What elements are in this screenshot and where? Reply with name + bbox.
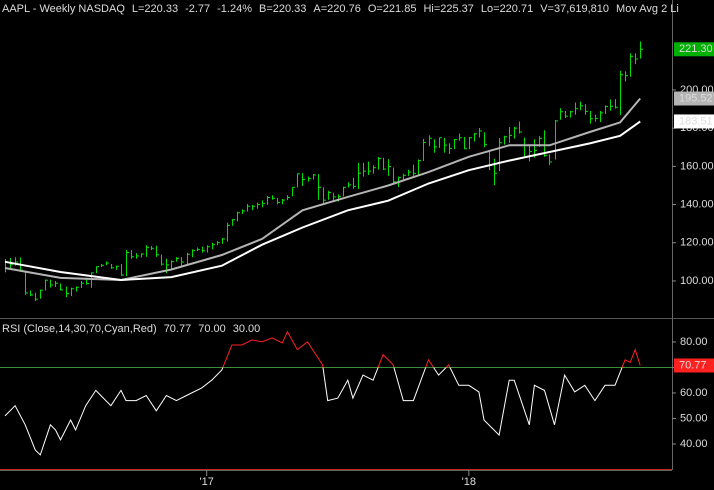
y-tick-label: 80.00 <box>680 336 708 348</box>
rsi-tag <box>674 358 714 373</box>
header-item: 30.00 <box>233 323 261 335</box>
header-item: Mov Avg 2 Li <box>616 3 679 15</box>
rsi-tag-label: 70.77 <box>679 359 707 371</box>
y-tick-label: 40.00 <box>680 438 708 450</box>
header-item: O=221.85 <box>368 3 417 15</box>
header-item: V=37,619,810 <box>540 3 609 15</box>
y-tick-label: 140.00 <box>680 198 714 210</box>
y-tick-label: 120.00 <box>680 237 714 249</box>
header-item: 70.00 <box>198 323 226 335</box>
moving-average <box>4 120 641 282</box>
price-tag-label: 183.51 <box>679 115 713 127</box>
y-tick-label: 160.00 <box>680 160 714 172</box>
price-tag <box>674 91 714 106</box>
header-item: Hi=225.37 <box>423 3 473 15</box>
header-item: -1.24% <box>217 3 252 15</box>
header-item: B=220.33 <box>259 3 306 15</box>
y-tick-label: 50.00 <box>680 412 708 424</box>
y-tick-label: 60.00 <box>680 387 708 399</box>
y-tick-label: 100.00 <box>680 275 714 287</box>
header-item: AAPL - Weekly NASDAQ <box>2 3 125 15</box>
rsi-line <box>4 367 623 456</box>
x-tick-label: '18 <box>462 476 476 488</box>
moving-average <box>4 97 641 282</box>
price-tag-label: 221.30 <box>679 43 713 55</box>
rsi-line-overbought <box>222 330 641 368</box>
header-item: A=220.76 <box>313 3 360 15</box>
header-item: Lo=220.71 <box>481 3 533 15</box>
price-tag-label: 195.52 <box>679 92 713 104</box>
price-tag <box>674 42 714 57</box>
header-item: -2.77 <box>185 3 210 15</box>
header-item: RSI (Close,14,30,70,Cyan,Red) <box>2 323 157 335</box>
x-tick-label: '17 <box>200 476 214 488</box>
header-item: L=220.33 <box>132 3 178 15</box>
header-item: 70.77 <box>164 323 192 335</box>
price-tag <box>674 114 714 129</box>
